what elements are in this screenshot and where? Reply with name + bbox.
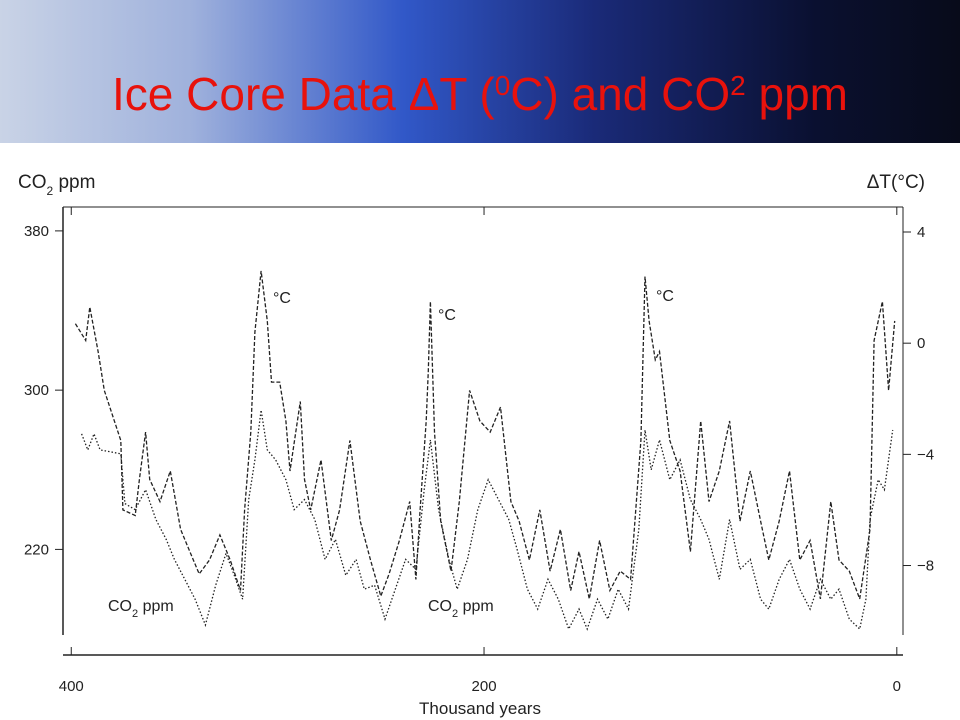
x-tick-label: 0	[893, 678, 901, 695]
y2-tick-label: 0	[917, 335, 925, 352]
annotation: °C	[438, 307, 456, 324]
label-part: ppm	[746, 68, 848, 120]
annotation: CO2 ppm	[428, 598, 494, 620]
label-part: CO	[18, 172, 47, 193]
label-part: 2	[730, 70, 746, 101]
label-part: ppm	[53, 172, 95, 193]
title-band	[0, 0, 960, 143]
y2-tick-label: 4	[917, 224, 925, 241]
annotation: CO2 ppm	[108, 598, 174, 620]
label-part: CO	[108, 598, 132, 615]
label-part: Ice Core Data ΔT (	[112, 68, 495, 120]
series-line	[74, 270, 896, 600]
annotation: °C	[656, 288, 674, 305]
label-part: 2	[452, 608, 458, 620]
label-part: ppm	[458, 598, 494, 615]
label-part: 2	[132, 608, 138, 620]
y2-axis-title: ΔT(°C)	[867, 172, 925, 193]
label-part: 0	[495, 70, 511, 101]
label-part: ppm	[138, 598, 174, 615]
slide-title: Ice Core Data ΔT (0C) and CO2 ppm	[112, 68, 848, 120]
y2-tick-label: −8	[917, 558, 934, 575]
y-tick-label: 220	[24, 541, 49, 558]
annotation: °C	[273, 290, 291, 307]
label-part: CO	[428, 598, 452, 615]
y-axis-title: CO2 ppm	[18, 172, 95, 198]
series-line	[80, 409, 894, 631]
label-part: 2	[47, 184, 54, 198]
x-tick-label: 400	[59, 678, 84, 695]
y-tick-label: 300	[24, 382, 49, 399]
y2-tick-label: −4	[917, 446, 934, 463]
y-tick-label: 380	[24, 223, 49, 240]
x-axis-title: Thousand years	[419, 699, 541, 718]
x-tick-label: 200	[472, 678, 497, 695]
label-part: C) and CO	[510, 68, 730, 120]
